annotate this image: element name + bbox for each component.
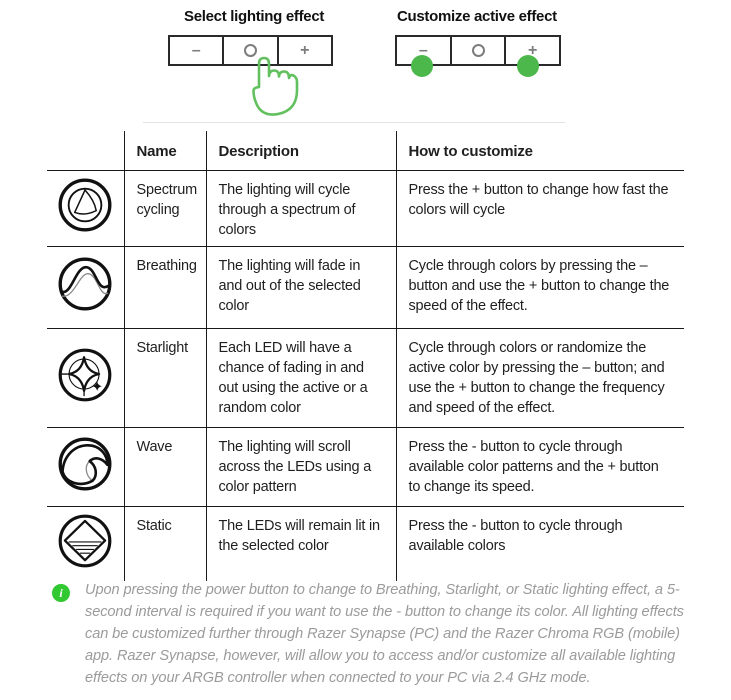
green-dot-plus-highlight bbox=[517, 55, 539, 77]
starlight-icon bbox=[47, 328, 124, 428]
effect-how-to-customize: Press the - button to cycle through avai… bbox=[395, 506, 684, 581]
customize-active-effect-title: Customize active effect bbox=[397, 8, 557, 25]
illustration-divider bbox=[143, 122, 565, 123]
wave-icon bbox=[47, 427, 124, 507]
info-icon: i bbox=[52, 584, 70, 602]
effect-description: Each LED will have a chance of fading in… bbox=[205, 328, 396, 428]
power-circle-icon bbox=[471, 44, 485, 57]
effect-name: Breathing bbox=[123, 246, 206, 329]
pointing-hand-icon bbox=[252, 56, 299, 116]
effect-name: Wave bbox=[123, 427, 206, 507]
effect-name: Static bbox=[123, 506, 206, 581]
customize-effect-panel-wrap: – + bbox=[395, 35, 561, 85]
description-column-header: Description bbox=[205, 131, 396, 171]
how-column-header: How to customize bbox=[395, 131, 684, 171]
minus-button: – bbox=[397, 37, 452, 64]
spectrum-cycling-icon bbox=[47, 170, 124, 247]
effect-name: Spectrum cycling bbox=[123, 170, 206, 247]
effect-description: The lighting will scroll across the LEDs… bbox=[205, 427, 396, 507]
icon-column-header bbox=[47, 131, 124, 171]
select-lighting-effect-title: Select lighting effect bbox=[184, 8, 325, 25]
breathing-icon bbox=[47, 246, 124, 329]
name-column-header: Name bbox=[123, 131, 206, 171]
effect-how-to-customize: Press the - button to cycle through avai… bbox=[395, 427, 684, 507]
static-icon bbox=[47, 506, 124, 581]
power-circle-icon bbox=[243, 44, 257, 57]
effect-description: The LEDs will remain lit in the selected… bbox=[205, 506, 396, 581]
power-button bbox=[451, 37, 507, 64]
plus-button: + bbox=[278, 37, 331, 64]
table-header-row: Name Description How to customize bbox=[47, 131, 684, 171]
select-effect-button-panel: – + bbox=[168, 35, 333, 66]
green-dot-minus-highlight bbox=[411, 55, 433, 77]
table-row: Wave The lighting will scroll across the… bbox=[47, 427, 684, 507]
plus-icon: + bbox=[300, 41, 310, 59]
effect-description: The lighting will cycle through a spectr… bbox=[205, 170, 396, 247]
minus-icon: – bbox=[191, 41, 201, 59]
table-row: Static The LEDs will remain lit in the s… bbox=[47, 506, 684, 581]
minus-icon: – bbox=[418, 41, 428, 59]
effect-description: The lighting will fade in and out of the… bbox=[205, 246, 396, 329]
effect-how-to-customize: Cycle through colors by pressing the – b… bbox=[395, 246, 684, 329]
effect-how-to-customize: Press the + button to change how fast th… bbox=[395, 170, 684, 247]
effect-how-to-customize: Cycle through colors or randomize the ac… bbox=[395, 328, 684, 428]
table-row: Spectrum cycling The lighting will cycle… bbox=[47, 170, 684, 247]
table-row: Starlight Each LED will have a chance of… bbox=[47, 328, 684, 428]
minus-button: – bbox=[170, 37, 225, 64]
footnote: Upon pressing the power button to change… bbox=[85, 582, 684, 686]
effect-name: Starlight bbox=[123, 328, 206, 428]
lighting-effects-table: Name Description How to customize Spectr… bbox=[47, 131, 684, 581]
table-row: Breathing The lighting will fade in and … bbox=[47, 246, 684, 329]
plus-icon: + bbox=[528, 41, 538, 59]
power-button bbox=[224, 37, 279, 64]
